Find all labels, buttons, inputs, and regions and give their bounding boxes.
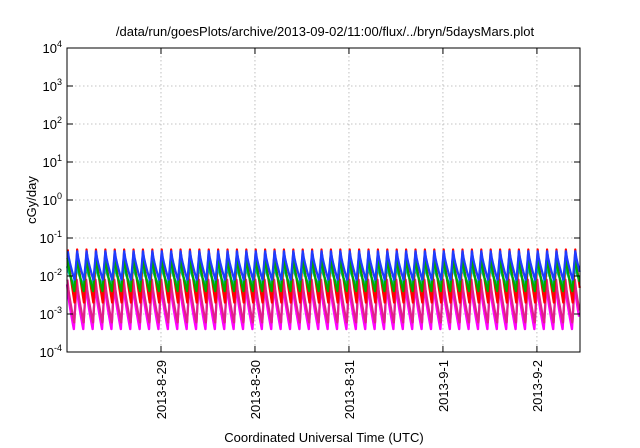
y-tick-label: 10-2 [40, 267, 62, 284]
y-axis-label: cGy/day [24, 176, 39, 224]
series-line [66, 278, 581, 324]
x-tick-label: 2013-9-1 [436, 360, 451, 412]
y-tick-label: 10-1 [40, 229, 62, 246]
x-axis-label: Coordinated Universal Time (UTC) [224, 430, 423, 445]
chart-title: /data/run/goesPlots/archive/2013-09-02/1… [116, 24, 535, 39]
y-tick-label: 10-4 [40, 343, 62, 360]
y-tick-label: 103 [43, 77, 62, 94]
y-tick-label: 101 [43, 153, 62, 170]
x-tick-label: 2013-9-2 [530, 360, 545, 412]
x-axis-ticks: 2013-8-29 2013-8-30 2013-8-31 2013-9-1 2013-… [154, 48, 545, 419]
y-tick-label: 100 [43, 191, 62, 208]
x-tick-label: 2013-8-29 [154, 360, 169, 419]
x-tick-label: 2013-8-31 [342, 360, 357, 419]
y-tick-label: 10-3 [40, 305, 62, 322]
series-line [66, 250, 581, 281]
y-tick-label: 102 [43, 115, 62, 132]
y-axis-ticks: 10-4 10-3 10-2 10-1 100 101 102 103 104 [40, 39, 580, 360]
y-tick-label: 104 [43, 39, 62, 56]
series-line [66, 256, 581, 293]
data-series [65, 248, 581, 331]
x-tick-label: 2013-8-30 [248, 360, 263, 419]
